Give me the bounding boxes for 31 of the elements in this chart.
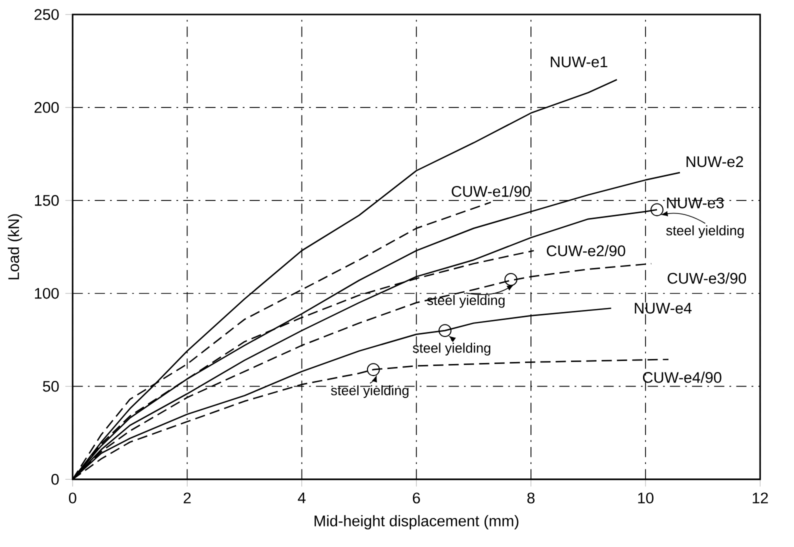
annotation: steel yielding <box>412 342 490 356</box>
series-label: CUW-e1/90 <box>452 186 530 197</box>
point <box>504 272 518 286</box>
y-axis-title: Load (kN) <box>8 214 22 280</box>
series-label: NUW-e1 <box>550 56 608 68</box>
y-tick-label: 0 <box>51 474 59 485</box>
x-tick-label: 4 <box>298 492 306 504</box>
x-tick-label: 12 <box>752 492 768 504</box>
point <box>366 363 380 376</box>
y-tick-label: 50 <box>42 380 59 392</box>
series-label: CUW-e3/90 <box>668 272 746 284</box>
x-tick-label: 2 <box>184 492 191 504</box>
y-tick-label: 150 <box>34 194 59 206</box>
annotation: steel yielding <box>666 225 744 238</box>
x-axis-title: Mid-height displacement (mm) <box>314 515 518 530</box>
series-label: NUW-e2 <box>686 156 743 168</box>
x-tick-label: 10 <box>638 492 654 504</box>
series-label: CUW-e4/90 <box>642 372 722 383</box>
x-tick-label: 8 <box>527 492 535 504</box>
point <box>650 203 664 216</box>
y-tick-label: 200 <box>34 102 59 113</box>
x-tick-label: 6 <box>412 492 420 504</box>
x-tick-label: 0 <box>68 492 76 504</box>
point <box>438 324 452 337</box>
annotation: steel yielding <box>331 385 408 398</box>
series-label: NUW-e3 <box>667 197 724 208</box>
y-tick-label: 100 <box>34 288 59 299</box>
series-label: CUW-e2/90 <box>546 244 626 256</box>
annotation: steel yielding <box>427 295 505 308</box>
series-label: NUW-e4 <box>634 302 692 314</box>
y-tick-label: 250 <box>34 9 59 20</box>
